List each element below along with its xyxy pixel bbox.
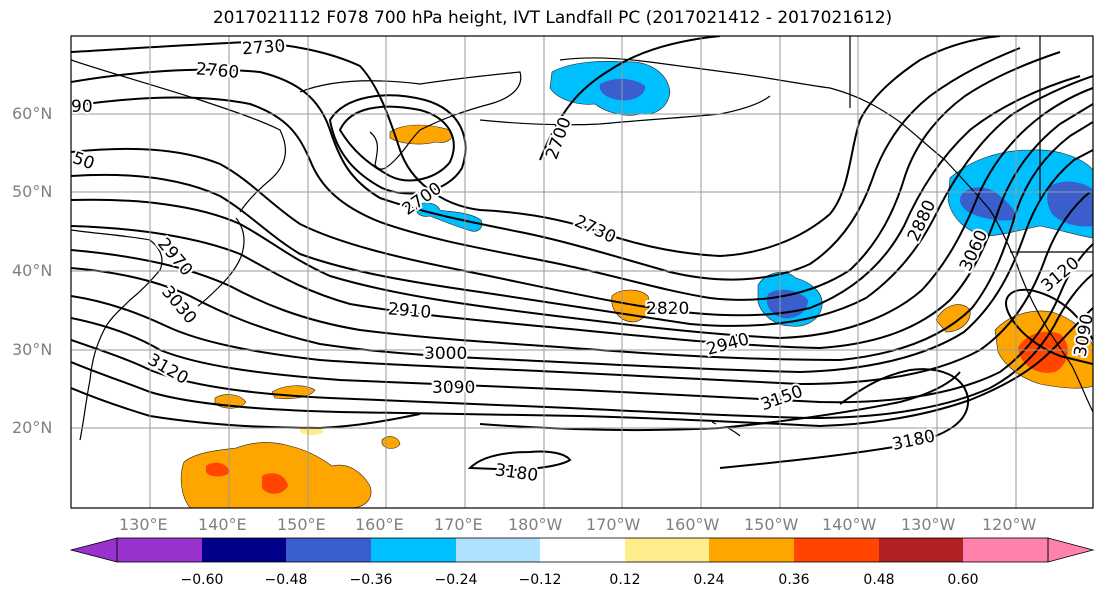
shade-nw-core-1 bbox=[960, 187, 1015, 221]
colorbar-bin bbox=[371, 538, 456, 562]
colorbar-tick-label: 0.24 bbox=[693, 572, 725, 588]
coast-alaska bbox=[559, 57, 991, 211]
contour-label: 2880 bbox=[904, 197, 940, 245]
contour-2880 bbox=[71, 87, 1093, 340]
lon-label: 150°W bbox=[744, 515, 799, 534]
contour-3150 bbox=[479, 371, 961, 432]
colorbar-bin bbox=[794, 538, 879, 562]
contour-label: 3120 bbox=[144, 350, 191, 389]
colorbar-bin bbox=[963, 538, 1048, 562]
contour-3180 bbox=[719, 368, 970, 469]
contour-label: 3090 bbox=[432, 378, 475, 398]
coast-na-west bbox=[989, 209, 1093, 413]
contour-label: 3000 bbox=[424, 344, 467, 364]
coast-siberia bbox=[71, 59, 287, 213]
contour-2700c bbox=[539, 36, 721, 161]
colorbar-tick-label: 0.48 bbox=[863, 572, 895, 588]
contour-2820 bbox=[71, 75, 1081, 317]
lat-label: 20°N bbox=[12, 418, 53, 437]
colorbar-tick-label: −0.36 bbox=[349, 572, 393, 588]
lon-label: 150°E bbox=[277, 515, 326, 534]
contour-3120b bbox=[1005, 288, 1093, 365]
colorbar-bin bbox=[540, 538, 625, 562]
coast-japan bbox=[197, 217, 245, 307]
colorbar-outline bbox=[116, 537, 1049, 563]
lon-label: 160°E bbox=[355, 515, 404, 534]
hawaii bbox=[711, 421, 741, 437]
contour-2910 bbox=[71, 103, 1093, 350]
contour-label: 2700 bbox=[542, 115, 576, 162]
map-area: 2730 2760 90 50 2700 2700 2730 2880 3060… bbox=[71, 36, 1098, 508]
contour-2700b bbox=[328, 94, 467, 195]
contour-label: 2760 bbox=[195, 59, 240, 83]
contour-label: 3090 bbox=[1071, 312, 1098, 358]
colorbar-bin bbox=[456, 538, 540, 562]
shade-kamchatka bbox=[389, 124, 453, 145]
contour-label: 2730 bbox=[241, 36, 286, 59]
contour-3060 bbox=[71, 273, 1093, 420]
colorbar-tick-label: −0.24 bbox=[434, 572, 478, 588]
map-title: 2017021112 F078 700 hPa height, IVT Land… bbox=[212, 8, 893, 28]
lon-label: 130°E bbox=[119, 515, 168, 534]
shade-nw-core-2 bbox=[1047, 181, 1093, 227]
colorbar-low-extension bbox=[69, 537, 118, 563]
gridlines bbox=[71, 36, 1093, 508]
contour-label: 2970 bbox=[153, 234, 196, 280]
contour-2850 bbox=[71, 75, 1093, 327]
colorbar-bin bbox=[709, 538, 794, 562]
coast-aleutians bbox=[479, 95, 771, 126]
colorbar-tick-label: −0.48 bbox=[264, 572, 308, 588]
lat-label: 40°N bbox=[12, 261, 53, 280]
contour-2970 bbox=[71, 149, 1093, 374]
lat-label: 60°N bbox=[12, 104, 53, 123]
lon-label: 140°W bbox=[822, 515, 877, 534]
colorbar-tick-label: 0.12 bbox=[609, 572, 641, 588]
contour-label: 90 bbox=[71, 97, 93, 117]
lon-label: 130°W bbox=[901, 515, 956, 534]
contour-2700 bbox=[338, 105, 455, 182]
contour-label: 3030 bbox=[157, 282, 200, 328]
contour-2760 bbox=[71, 47, 1021, 281]
lon-label: 180°W bbox=[508, 515, 563, 534]
lon-label: 160°W bbox=[665, 515, 720, 534]
colorbar-bin bbox=[117, 538, 202, 562]
lon-label: 140°E bbox=[198, 515, 247, 534]
contour-2730 bbox=[71, 36, 1001, 258]
lon-label: 120°W bbox=[982, 515, 1037, 534]
colorbar-tick-label: 0.36 bbox=[778, 572, 810, 588]
contour-label: 2820 bbox=[646, 299, 689, 319]
contour-3120 bbox=[71, 387, 421, 430]
colorbar-high-extension bbox=[1047, 537, 1095, 563]
contour-label: 3150 bbox=[758, 382, 805, 416]
colorbar bbox=[69, 537, 1095, 563]
colorbar-bin bbox=[286, 538, 371, 562]
map-frame bbox=[70, 35, 1094, 509]
lon-label: 170°W bbox=[586, 515, 641, 534]
colorbar-tick-label: −0.60 bbox=[180, 572, 224, 588]
contour-3090 bbox=[71, 307, 1093, 428]
colorbar-bin bbox=[625, 538, 709, 562]
contour-label: 2730 bbox=[571, 211, 619, 247]
colorbar-tick-label: −0.12 bbox=[518, 572, 562, 588]
colorbar-bin bbox=[879, 538, 963, 562]
shade-west-pac-core-1 bbox=[206, 462, 230, 477]
shade-west-pac-3 bbox=[381, 436, 401, 449]
contour-3000 bbox=[71, 191, 1091, 386]
lon-label: 170°E bbox=[434, 515, 483, 534]
ivt-negative-shading bbox=[415, 61, 1093, 327]
contour-2940 bbox=[71, 121, 1093, 362]
lat-label: 50°N bbox=[12, 182, 53, 201]
colorbar-bin bbox=[202, 538, 286, 562]
contour-label: 2910 bbox=[387, 299, 432, 323]
height-contours bbox=[71, 36, 1093, 472]
lat-label: 30°N bbox=[12, 340, 53, 359]
shade-west-pac-core-2 bbox=[262, 473, 288, 494]
contour-label: 3180 bbox=[891, 426, 937, 455]
contour-label: 3180 bbox=[494, 460, 540, 486]
colorbar-tick-label: 0.60 bbox=[947, 572, 979, 588]
